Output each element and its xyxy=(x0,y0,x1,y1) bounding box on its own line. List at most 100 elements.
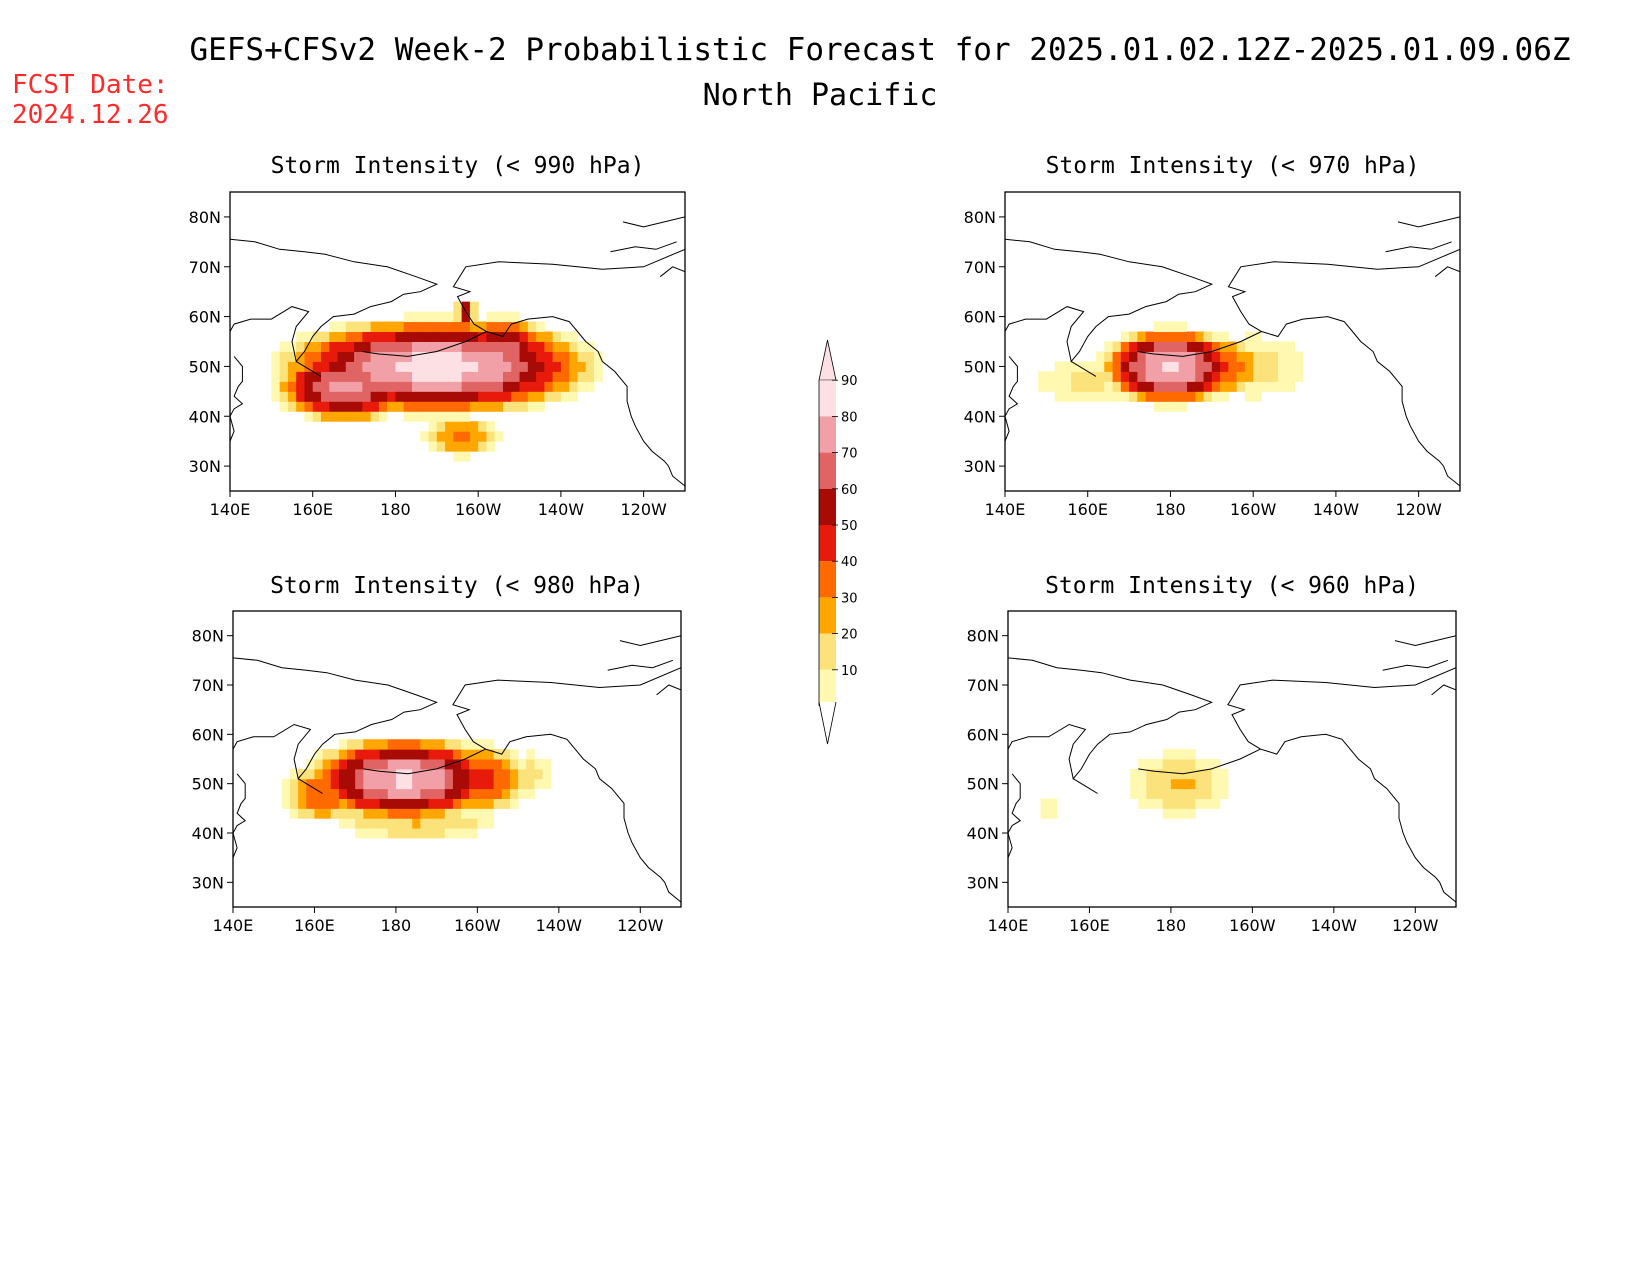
probability-cell xyxy=(1203,768,1213,780)
probability-cell xyxy=(478,331,487,342)
probability-cell xyxy=(477,759,487,770)
lon-tick-label: 140E xyxy=(210,500,251,519)
probability-cell xyxy=(552,341,562,352)
probability-cell xyxy=(304,351,314,362)
probability-cell xyxy=(485,759,495,770)
probability-cell xyxy=(494,331,504,342)
probability-cell xyxy=(493,749,503,760)
probability-cell xyxy=(312,411,322,422)
probability-cell xyxy=(552,391,562,402)
probability-cell xyxy=(1286,381,1296,392)
probability-cell xyxy=(312,361,322,372)
probability-cell xyxy=(503,391,512,402)
probability-cell xyxy=(478,441,487,452)
probability-cell xyxy=(494,401,504,412)
probability-cell xyxy=(569,331,578,342)
panel-title: Storm Intensity (< 960 hPa) xyxy=(1045,573,1419,599)
probability-cell xyxy=(509,749,519,760)
probability-cell xyxy=(362,411,372,422)
probability-cell xyxy=(1038,371,1047,382)
probability-cell xyxy=(560,371,570,382)
probability-cell xyxy=(503,371,512,382)
probability-cell xyxy=(370,371,380,382)
probability-cell xyxy=(395,401,405,412)
probability-cell xyxy=(1228,361,1238,372)
probability-cell xyxy=(387,808,397,819)
probability-cell xyxy=(287,341,297,352)
probability-cell xyxy=(594,371,603,382)
probability-cell xyxy=(1153,331,1163,342)
lon-tick-label: 140W xyxy=(1311,916,1358,935)
probability-cell xyxy=(1129,371,1138,382)
lat-tick-label: 70N xyxy=(967,676,999,695)
probability-cell xyxy=(1253,361,1262,372)
map-frame xyxy=(232,610,682,908)
probability-field xyxy=(1040,749,1229,819)
probability-cell xyxy=(304,361,314,372)
probability-cell xyxy=(552,371,562,382)
probability-cell xyxy=(428,739,438,750)
probability-cell xyxy=(445,321,454,333)
lon-tick-label: 120W xyxy=(1392,916,1439,935)
probability-cell xyxy=(461,381,471,392)
probability-cell xyxy=(461,431,471,442)
probability-cell xyxy=(1261,351,1271,362)
probability-cell xyxy=(337,391,347,402)
lat-tick-label: 80N xyxy=(964,208,996,227)
probability-cell xyxy=(436,739,446,750)
coastline xyxy=(1382,659,1449,671)
probability-cell xyxy=(312,371,322,382)
probability-cell xyxy=(1104,391,1114,402)
probability-cell xyxy=(469,301,479,313)
probability-cell xyxy=(296,341,305,352)
probability-cell xyxy=(1079,381,1089,392)
probability-cell xyxy=(1146,798,1156,809)
probability-cell xyxy=(387,778,397,790)
lat-tick-label: 30N xyxy=(192,873,224,892)
coastline xyxy=(452,248,685,487)
probability-cell xyxy=(1112,381,1122,392)
probability-cell xyxy=(412,411,421,422)
probability-cell xyxy=(436,778,446,790)
probability-cell xyxy=(370,351,380,362)
probability-cell xyxy=(1219,768,1229,780)
probability-cell xyxy=(478,381,487,392)
probability-cell xyxy=(469,341,479,352)
probability-cell xyxy=(493,768,503,780)
probability-cell xyxy=(304,411,314,422)
probability-cell xyxy=(469,311,479,323)
probability-cell xyxy=(478,401,487,412)
probability-cell xyxy=(290,798,299,809)
probability-cell xyxy=(1187,371,1196,382)
probability-cell xyxy=(444,768,454,780)
probability-cell xyxy=(279,371,289,382)
probability-cell xyxy=(312,331,322,342)
probability-cell xyxy=(461,401,471,412)
probability-cell xyxy=(1040,808,1050,819)
probability-cell xyxy=(569,361,578,372)
probability-cell xyxy=(287,391,297,402)
probability-cell xyxy=(1120,361,1130,372)
probability-cell xyxy=(404,759,413,770)
probability-cell xyxy=(345,371,355,382)
probability-cell xyxy=(469,331,479,342)
probability-cell xyxy=(290,788,299,799)
probability-cell xyxy=(403,341,413,352)
probability-cell xyxy=(436,768,446,780)
map-frame xyxy=(1007,610,1457,908)
probability-cell xyxy=(486,351,496,362)
probability-cell xyxy=(338,808,348,819)
probability-cell xyxy=(420,391,430,402)
probability-cell xyxy=(322,778,332,790)
probability-cell xyxy=(1178,361,1188,372)
probability-cell xyxy=(428,331,438,342)
probability-cell xyxy=(1170,778,1180,790)
probability-cell xyxy=(461,421,471,432)
probability-cell xyxy=(345,391,355,402)
probability-cell xyxy=(1195,391,1205,402)
probability-cell xyxy=(453,431,463,442)
probability-cell xyxy=(354,351,363,362)
probability-cell xyxy=(560,361,570,372)
probability-cell xyxy=(1253,341,1262,352)
probability-cell xyxy=(1236,381,1246,392)
